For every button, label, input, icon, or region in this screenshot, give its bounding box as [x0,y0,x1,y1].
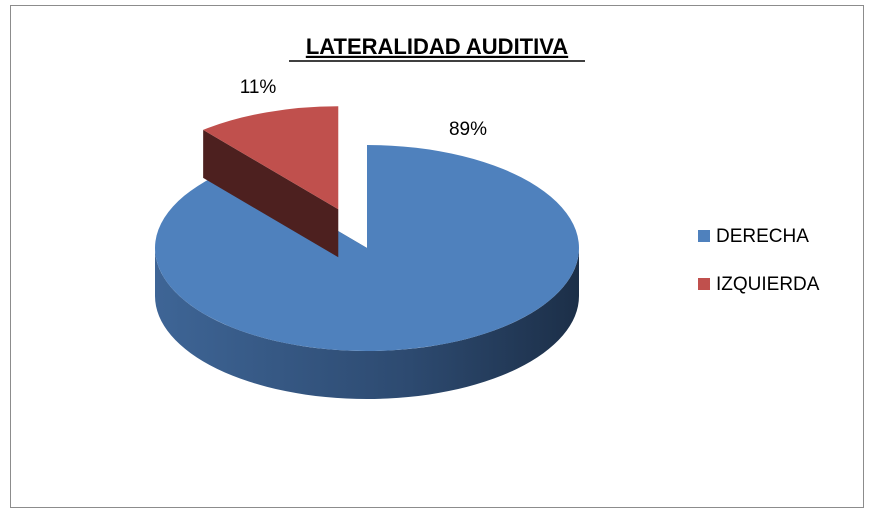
chart-title: LATERALIDAD AUDITIVA [306,34,568,59]
legend-label: DERECHA [716,226,809,247]
legend-label: IZQUIERDA [716,274,820,295]
data-label: 89% [449,119,487,140]
slice [203,106,339,210]
data-label: 11% [240,77,277,98]
legend-swatch [698,230,710,242]
legend-swatch [698,278,710,290]
slice-cut [203,129,339,258]
slice-side [155,248,579,399]
